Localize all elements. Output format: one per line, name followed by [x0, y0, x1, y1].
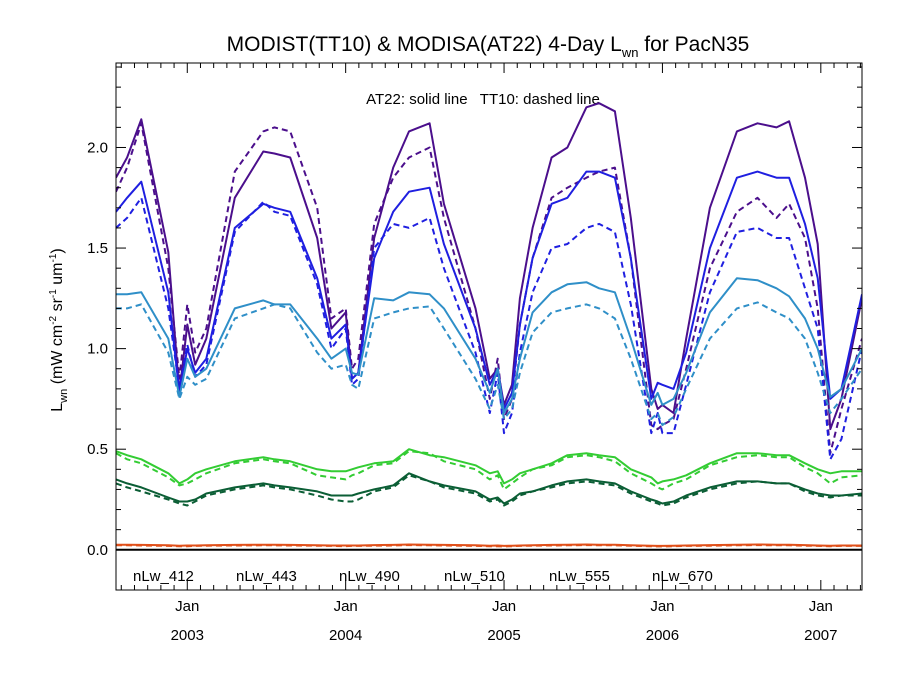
- legend-item-nLw_510: nLw_510: [444, 568, 505, 585]
- plot-frame: [115, 62, 863, 591]
- series-line-nLw_555-solid: [116, 472, 862, 505]
- x-tick-label-month: Jan: [650, 598, 674, 615]
- y-tick-label: 2.0: [87, 139, 108, 156]
- series-line-nLw_510-solid: [116, 448, 862, 485]
- chart-title: MODIST(TT10) & MODISA(AT22) 4-Day Lwn fo…: [227, 33, 750, 60]
- legend-item-nLw_412: nLw_412: [133, 568, 194, 585]
- legend-item-nLw_490: nLw_490: [339, 568, 400, 585]
- y-tick-label: 0.5: [87, 441, 108, 458]
- series-line-nLw_670-dashed: [116, 544, 862, 548]
- series-line-nLw_510-dashed: [116, 450, 862, 491]
- legend: nLw_412 nLw_443 nLw_490 nLw_510 nLw_555 nLw_6…: [133, 568, 713, 585]
- x-tick-label-year: 2006: [646, 627, 679, 644]
- x-tick-label-year: 2004: [329, 627, 362, 644]
- x-tick-label-year: 2005: [487, 627, 520, 644]
- legend-item-nLw_443: nLw_443: [236, 568, 297, 585]
- x-tick-label-month: Jan: [175, 598, 199, 615]
- x-tick-label-year: 2003: [171, 627, 204, 644]
- x-tick-label-year: 2007: [804, 627, 837, 644]
- legend-item-nLw_555: nLw_555: [549, 568, 610, 585]
- y-tick-label: 1.5: [87, 240, 108, 257]
- legend-item-nLw_670: nLw_670: [652, 568, 713, 585]
- x-tick-label-month: Jan: [492, 598, 516, 615]
- y-axis-label: Lwn (mW cm-2 sr-1 um-1): [48, 248, 70, 411]
- x-tick-label-month: Jan: [334, 598, 358, 615]
- y-tick-label: 0.0: [87, 542, 108, 559]
- series-lines: [116, 102, 862, 551]
- series-line-nLw_555-dashed: [116, 474, 862, 507]
- x-tick-label-month: Jan: [809, 598, 833, 615]
- chart-annotation: AT22: solid line TT10: dashed line: [366, 91, 600, 108]
- axes: 0.0 0.5 1.0 1.5 2.0 Jan 2003 Jan 2004 Jan 2005 Jan 2…: [87, 63, 862, 644]
- series-line-nLw_443-dashed: [116, 196, 862, 461]
- series-line-nLw_490-solid: [116, 277, 862, 414]
- plot-area: [116, 102, 862, 551]
- y-tick-label: 1.0: [87, 341, 108, 358]
